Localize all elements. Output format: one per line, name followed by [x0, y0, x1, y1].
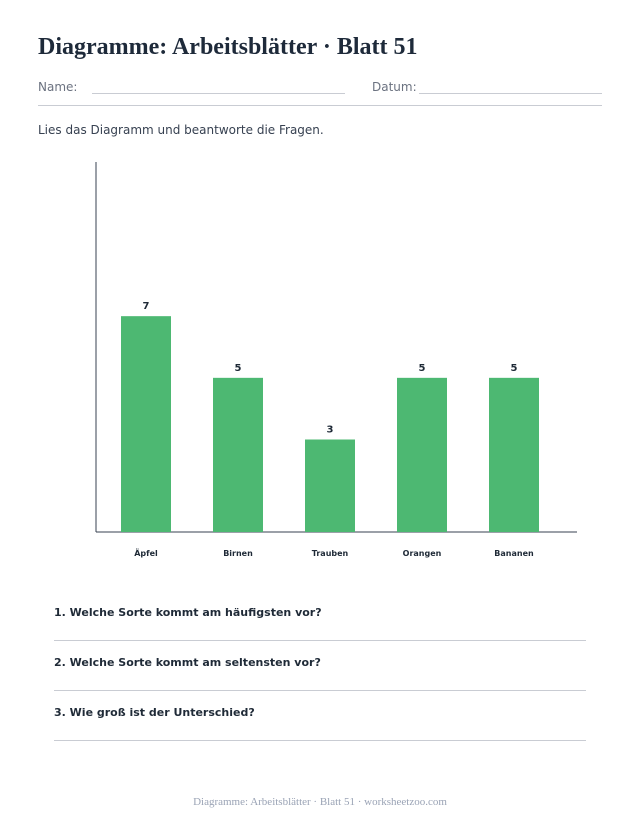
x-tick-label-3: Trauben: [312, 549, 349, 558]
question-2: 2. Welche Sorte kommt am seltensten vor?: [54, 656, 321, 669]
answer-line-3[interactable]: [54, 740, 586, 741]
page-title: Diagramme: Arbeitsblätter · Blatt 51: [38, 34, 418, 60]
data-label-4: 5: [419, 363, 426, 374]
answer-line-2[interactable]: [54, 690, 586, 691]
name-field[interactable]: [92, 93, 345, 94]
date-field[interactable]: [419, 93, 602, 94]
name-label: Name:: [38, 80, 78, 94]
bar-4: [397, 377, 447, 532]
bar-2: [213, 377, 263, 532]
x-tick-label-1: Äpfel: [134, 548, 158, 558]
bar-chart: 7 Äpfel 5 Birnen 3 Trauben 5 Orangen 5 Bananen: [95, 162, 577, 558]
bar-5: [489, 377, 539, 532]
data-label-1: 7: [143, 301, 150, 312]
instruction-text: Lies das Diagramm und beantworte die Fra…: [38, 123, 324, 137]
x-tick-label-2: Birnen: [223, 549, 253, 558]
x-tick-label-4: Orangen: [403, 549, 442, 558]
x-tick-label-5: Bananen: [494, 549, 534, 558]
data-label-5: 5: [511, 363, 518, 374]
footer-text: Diagramme: Arbeitsblätter · Blatt 51 · w…: [193, 796, 447, 808]
data-label-3: 3: [327, 425, 334, 436]
data-label-2: 5: [235, 363, 242, 374]
bar-1: [121, 316, 171, 532]
question-3: 3. Wie groß ist der Unterschied?: [54, 706, 255, 719]
answer-line-1[interactable]: [54, 640, 586, 641]
question-1: 1. Welche Sorte kommt am häufigsten vor?: [54, 606, 322, 619]
date-label: Datum:: [372, 80, 417, 94]
bar-3: [305, 439, 355, 532]
header-divider: [38, 105, 602, 106]
